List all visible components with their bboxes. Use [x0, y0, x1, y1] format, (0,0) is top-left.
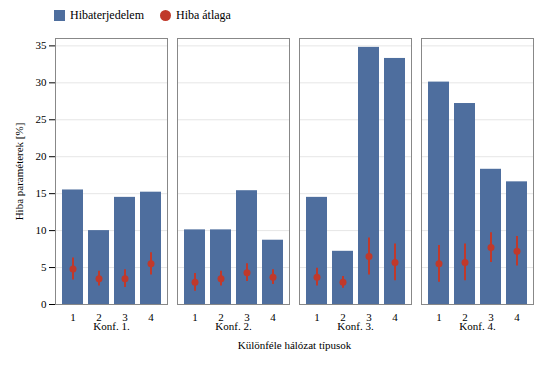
svg-text:3: 3 — [366, 311, 372, 324]
svg-text:1: 1 — [314, 311, 320, 323]
svg-text:3: 3 — [488, 311, 494, 324]
svg-text:0: 0 — [41, 298, 47, 310]
svg-text:Konf. 1.: Konf. 1. — [93, 320, 130, 332]
svg-text:10: 10 — [36, 224, 48, 236]
svg-text:Hiba paraméterek [%]: Hiba paraméterek [%] — [13, 123, 25, 221]
svg-text:4: 4 — [392, 311, 398, 323]
svg-text:Különféle hálózat típusok: Különféle hálózat típusok — [238, 339, 352, 351]
html-text:Hibaterjedelem: Hibaterjedelem — [70, 7, 144, 22]
svg-text:2: 2 — [340, 311, 346, 324]
svg-text:2: 2 — [462, 311, 468, 324]
svg-text:2: 2 — [96, 311, 102, 324]
svg-text:35: 35 — [36, 39, 48, 51]
html-text:Hiba átlaga: Hiba átlaga — [176, 7, 231, 22]
svg-text:2: 2 — [218, 311, 224, 324]
svg-text:5: 5 — [41, 261, 47, 273]
svg-text:25: 25 — [36, 113, 48, 125]
svg-text:3: 3 — [122, 311, 128, 324]
svg-text:30: 30 — [36, 76, 48, 88]
svg-text:Konf. 3.: Konf. 3. — [337, 320, 374, 332]
svg-text:1: 1 — [192, 311, 198, 323]
svg-text:4: 4 — [514, 311, 520, 323]
svg-text:20: 20 — [36, 150, 48, 162]
svg-text:4: 4 — [270, 311, 276, 323]
svg-text:Konf. 4.: Konf. 4. — [459, 320, 496, 332]
svg-text:1: 1 — [436, 311, 442, 323]
svg-text:1: 1 — [70, 311, 76, 323]
svg-text:4: 4 — [148, 311, 154, 323]
svg-text:15: 15 — [36, 187, 48, 199]
svg-text:Konf. 2.: Konf. 2. — [215, 320, 252, 332]
svg-text:3: 3 — [244, 311, 250, 324]
